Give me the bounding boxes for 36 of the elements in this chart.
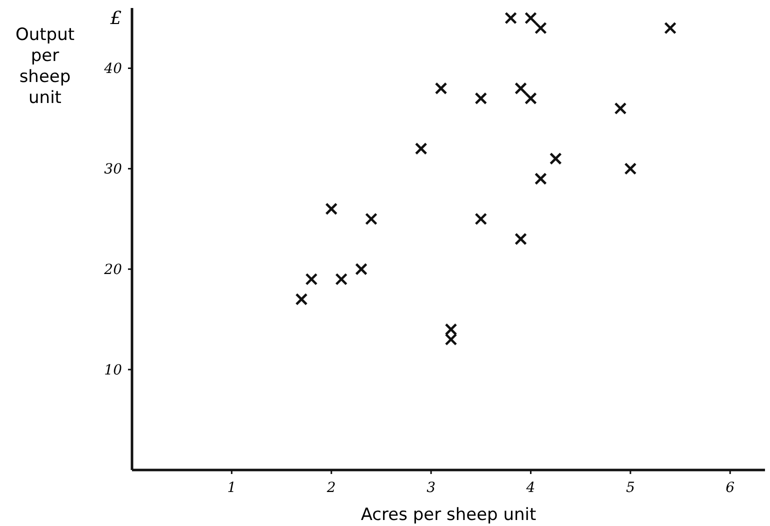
point xyxy=(614,102,627,115)
point xyxy=(305,272,318,286)
point xyxy=(534,172,547,185)
point xyxy=(549,152,562,165)
point xyxy=(474,92,488,105)
x-tick-label: 6 xyxy=(726,480,735,496)
point xyxy=(624,162,637,175)
point xyxy=(434,82,448,95)
x-tick-label: 4 xyxy=(525,480,536,496)
point xyxy=(474,212,488,226)
y-axis-title: Output per sheep unit xyxy=(15,25,75,108)
y-tick-label: 10 xyxy=(104,362,122,378)
point xyxy=(514,82,527,95)
point xyxy=(664,22,676,34)
y-tick-label: 20 xyxy=(103,262,122,278)
x-tick-label: 2 xyxy=(326,480,336,496)
point xyxy=(444,333,458,346)
point xyxy=(524,92,537,105)
point xyxy=(365,212,378,226)
point xyxy=(444,323,458,336)
y-tick-label: 40 xyxy=(103,61,122,78)
x-axis-title: Acres per sheep unit xyxy=(360,505,536,525)
point xyxy=(295,293,308,306)
x-tick-label: 3 xyxy=(426,480,436,496)
point xyxy=(504,12,518,24)
y-tick-label: 30 xyxy=(104,162,122,178)
x-tick-label: 1 xyxy=(227,480,236,496)
point xyxy=(335,272,348,286)
point xyxy=(355,262,368,276)
x-tick-label: 5 xyxy=(626,480,635,496)
point xyxy=(524,12,537,24)
text: £ xyxy=(109,8,122,29)
point xyxy=(514,232,527,246)
point xyxy=(414,142,428,155)
point xyxy=(534,22,547,34)
point xyxy=(325,202,338,216)
